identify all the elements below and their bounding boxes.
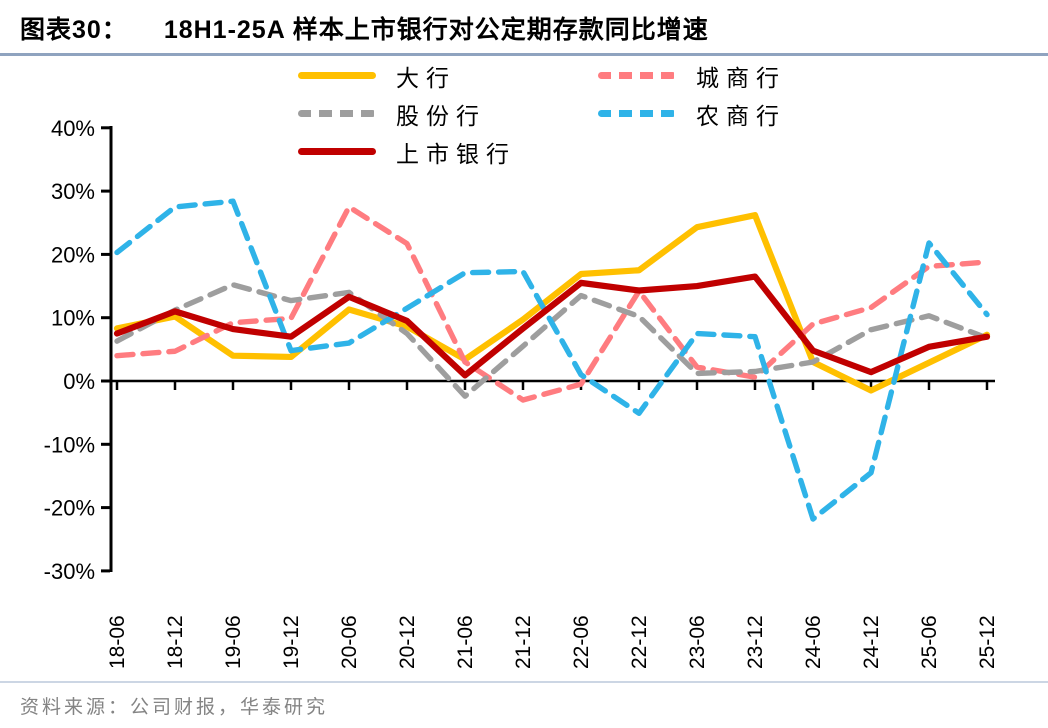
x-axis-label: 25-12 bbox=[976, 615, 999, 669]
y-tick-label: 10% bbox=[51, 306, 95, 331]
x-axis-label: 19-12 bbox=[280, 615, 303, 669]
legend-label-4: 上市银行 bbox=[396, 140, 516, 167]
x-axis-label: 21-12 bbox=[512, 615, 535, 669]
x-axis-label: 23-06 bbox=[686, 615, 709, 669]
x-axis-label: 22-06 bbox=[570, 615, 593, 669]
x-axis-label: 18-06 bbox=[106, 615, 129, 669]
legend-item-3: 农商行 bbox=[598, 99, 898, 129]
y-tick-label: 30% bbox=[51, 179, 95, 204]
y-tick-label: -20% bbox=[44, 496, 95, 521]
x-axis-label: 25-06 bbox=[918, 615, 941, 669]
legend-swatch-2 bbox=[298, 110, 376, 117]
y-tick-label: 20% bbox=[51, 242, 95, 267]
x-axis-label: 18-12 bbox=[164, 615, 187, 669]
legend-item-2: 股份行 bbox=[298, 99, 598, 129]
series-line-3 bbox=[114, 198, 990, 522]
series-line-4 bbox=[113, 273, 991, 379]
y-tick-label: 40% bbox=[51, 116, 95, 141]
source-text: 资料来源：公司财报，华泰研究 bbox=[20, 697, 329, 718]
x-axis-label: 21-06 bbox=[454, 615, 477, 669]
legend-swatch-0 bbox=[298, 72, 376, 79]
x-axis-label: 20-06 bbox=[338, 615, 361, 669]
x-axis-label: 20-12 bbox=[396, 615, 419, 669]
legend-label-1: 城商行 bbox=[696, 64, 786, 91]
y-tick-label: 0% bbox=[63, 369, 95, 394]
legend-item-4: 上市银行 bbox=[298, 137, 598, 167]
y-tick-label: -30% bbox=[44, 559, 95, 584]
x-axis-label: 24-12 bbox=[860, 615, 883, 669]
title-divider bbox=[0, 53, 1048, 56]
legend-item-1: 城商行 bbox=[598, 61, 898, 91]
legend-swatch-4 bbox=[298, 148, 376, 155]
x-axis-label: 22-12 bbox=[628, 615, 651, 669]
chart-number-label: 图表30： bbox=[20, 16, 128, 44]
legend-label-3: 农商行 bbox=[696, 102, 786, 129]
legend-item-0: 大行 bbox=[298, 61, 598, 91]
series-line-0 bbox=[113, 212, 991, 394]
legend-swatch-1 bbox=[598, 72, 676, 79]
series-line-1 bbox=[114, 204, 990, 403]
series-line-2 bbox=[114, 282, 990, 399]
chart-title-text: 18H1-25A 样本上市银行对公定期存款同比增速 bbox=[163, 16, 709, 44]
chart-legend: 大行 城商行股份行 农商行上市银行 bbox=[298, 61, 898, 167]
legend-swatch-3 bbox=[598, 110, 676, 117]
chart-title: 图表30： 18H1-25A 样本上市银行对公定期存款同比增速 bbox=[20, 10, 709, 46]
x-axis-label: 19-06 bbox=[222, 615, 245, 669]
legend-label-2: 股份行 bbox=[396, 102, 486, 129]
x-axis-label: 23-12 bbox=[744, 615, 767, 669]
x-axis-label: 24-06 bbox=[802, 615, 825, 669]
legend-label-0: 大行 bbox=[396, 64, 456, 91]
source-row: 资料来源：公司财报，华泰研究 bbox=[0, 681, 1048, 719]
y-tick-label: -10% bbox=[44, 432, 95, 457]
